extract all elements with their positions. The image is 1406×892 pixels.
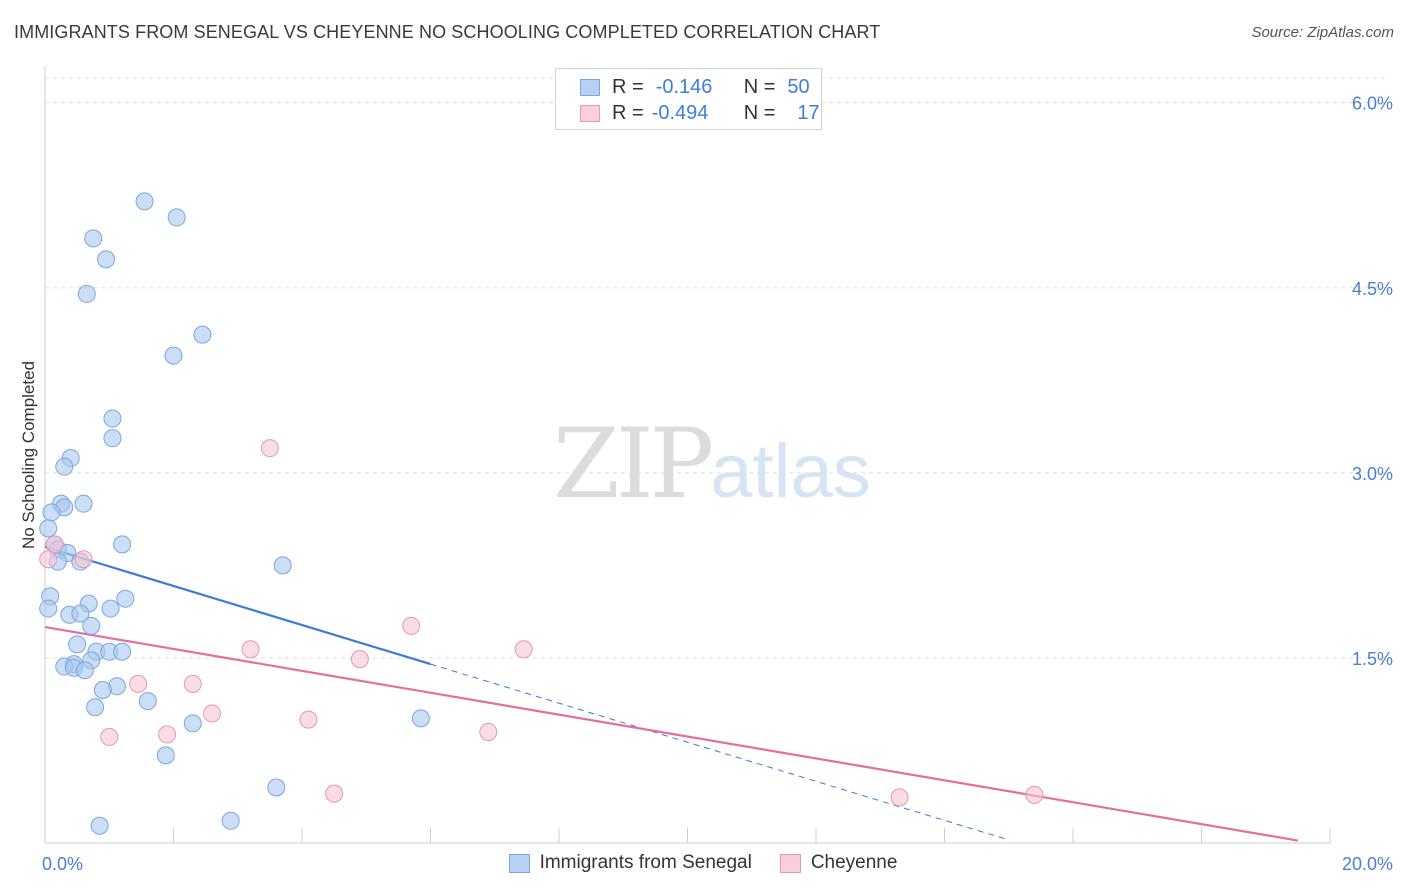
cheyenne-point	[74, 550, 93, 569]
senegal-point	[101, 599, 120, 618]
watermark: ZIPatlas	[553, 408, 871, 520]
senegal-point	[221, 811, 240, 830]
legend-label: Immigrants from Senegal	[539, 852, 752, 873]
senegal-point	[103, 409, 122, 428]
cheyenne-point	[39, 550, 58, 569]
senegal-point	[183, 714, 202, 733]
gridlines	[45, 77, 1390, 659]
senegal-point	[93, 681, 112, 699]
y-tick-label: 1.5%	[1352, 649, 1393, 669]
y-tick-label: 4.5%	[1352, 279, 1393, 299]
senegal-point	[113, 642, 132, 661]
trend-lines	[44, 545, 1299, 842]
cheyenne-point	[479, 722, 498, 741]
senegal-point	[74, 494, 93, 513]
senegal-point	[97, 250, 116, 269]
legend-item-cheyenne: Cheyenne	[779, 852, 898, 874]
senegal-point	[77, 284, 96, 303]
senegal-point	[167, 208, 186, 227]
r-value: -0.146	[655, 75, 713, 98]
cheyenne-point	[299, 710, 318, 729]
senegal-point	[135, 192, 154, 211]
senegal-point	[90, 816, 109, 835]
cheyenne-point	[350, 650, 369, 669]
senegal-point	[82, 616, 101, 635]
senegal-point	[71, 604, 90, 623]
cheyenne-point	[183, 674, 202, 693]
senegal-point	[411, 709, 430, 728]
n-value: 17	[797, 101, 820, 124]
legend-row-cheyenne: R = -0.494 N = 17	[580, 100, 820, 126]
y-tick-label: 6.0%	[1352, 94, 1393, 114]
senegal-point	[138, 692, 157, 711]
x-tick-label: 20.0%	[1342, 854, 1393, 874]
legend-item-senegal: Immigrants from Senegal	[508, 852, 752, 874]
watermark-zip: ZIP	[553, 408, 714, 520]
senegal-point	[113, 535, 132, 554]
senegal-point	[68, 635, 87, 654]
legend-label: Cheyenne	[810, 852, 898, 873]
r-label: R =	[612, 101, 644, 124]
legend-row-senegal: R = -0.146 N = 50	[580, 74, 810, 100]
senegal-point	[55, 457, 74, 476]
cheyenne-point	[402, 616, 421, 635]
cheyenne-point	[203, 704, 222, 723]
cheyenne-point	[325, 784, 344, 803]
watermark-atlas: atlas	[710, 429, 871, 514]
correlation-legend: R = -0.146 N = 50 R = -0.494 N = 17	[555, 68, 822, 130]
cheyenne-point	[158, 725, 177, 744]
senegal-point	[39, 519, 58, 538]
senegal-point	[75, 661, 94, 680]
senegal-point	[267, 778, 286, 797]
senegal-point	[156, 746, 175, 765]
cheyenne-point	[45, 535, 64, 554]
chart-title: IMMIGRANTS FROM SENEGAL VS CHEYENNE NO S…	[14, 22, 881, 42]
senegal-point	[193, 325, 212, 344]
senegal-point	[103, 429, 122, 448]
y-tick-label: 3.0%	[1352, 464, 1393, 484]
senegal-point	[164, 346, 183, 365]
n-value: 50	[787, 75, 810, 98]
trend-line-senegal	[44, 545, 431, 666]
senegal-swatch	[508, 853, 530, 873]
n-label: N =	[743, 101, 776, 124]
n-label: N =	[743, 75, 776, 98]
senegal-point	[273, 556, 292, 575]
senegal-point	[84, 229, 103, 248]
r-value: -0.494	[651, 101, 709, 124]
cheyenne-swatch	[580, 104, 600, 122]
x-tick-label: 0.0%	[42, 854, 83, 874]
series-legend: Immigrants from Senegal Cheyenne	[0, 852, 1406, 874]
cheyenne-point	[241, 640, 260, 659]
senegal-point	[42, 503, 61, 522]
senegal-swatch	[580, 78, 600, 96]
cheyenne-swatch	[779, 853, 801, 873]
senegal-point	[86, 698, 105, 717]
axes	[44, 66, 1331, 844]
data-points	[39, 192, 1044, 835]
r-label: R =	[612, 75, 644, 98]
cheyenne-point	[129, 674, 148, 693]
cheyenne-point	[260, 439, 279, 458]
trend-line-senegal-extension	[430, 663, 1009, 841]
cheyenne-point	[100, 727, 119, 746]
cheyenne-point	[890, 788, 909, 807]
y-axis-label: No Schooling Completed	[19, 361, 38, 549]
cheyenne-point	[514, 640, 533, 659]
cheyenne-point	[1025, 785, 1044, 804]
trend-line-cheyenne	[44, 625, 1299, 842]
senegal-point	[116, 589, 135, 608]
senegal-point	[39, 599, 58, 618]
source-label: Source: ZipAtlas.com	[1251, 24, 1394, 41]
tick-labels: 1.5% 3.0% 4.5% 6.0% 0.0% 20.0%	[42, 94, 1393, 874]
